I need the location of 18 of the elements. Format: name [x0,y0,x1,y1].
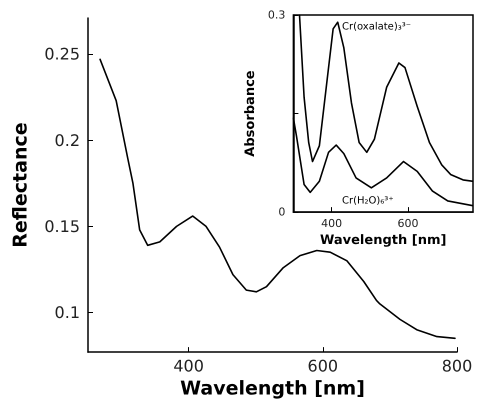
series-label: Cr(H₂O)₆³⁺ [342,196,394,206]
x-tick-label: 400 [173,356,204,376]
series-label: Cr(oxalate)₃³⁻ [342,22,412,32]
y-tick-label: 0 [278,206,286,219]
x-axis-title: Wavelength [nm] [180,378,365,400]
y-tick-label: 0.2 [54,130,80,150]
x-tick-label: 600 [308,356,338,376]
y-tick-label: 0.3 [268,8,286,22]
x-tick-label: 800 [442,356,472,376]
y-tick-label: 0.15 [44,216,80,236]
y-tick-label: 0.25 [44,44,80,64]
x-tick-label: 400 [321,217,342,230]
y-axis-title: Absorbance [243,70,258,157]
y-tick-label: 0.1 [54,302,80,322]
x-axis-title: Wavelength [nm] [320,233,446,248]
x-tick-label: 600 [398,217,419,230]
y-axis-title: Reflectance [10,122,32,248]
line-series [99,58,456,340]
